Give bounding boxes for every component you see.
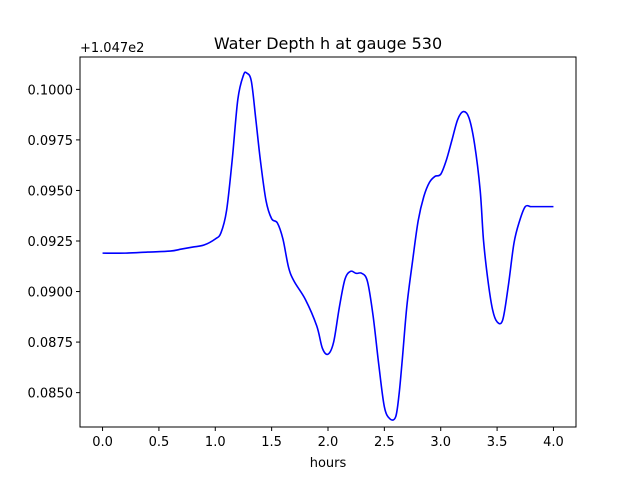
series-line xyxy=(102,71,554,421)
y-offset-label: +1.047e2 xyxy=(80,41,144,56)
y-tick-label: 0.0850 xyxy=(28,387,74,402)
plot-frame xyxy=(79,56,577,428)
x-axis-label: hours xyxy=(310,456,347,471)
x-tick-label: 0.0 xyxy=(92,435,113,450)
x-tick-label: 1.0 xyxy=(205,435,226,450)
y-tick-label: 0.0950 xyxy=(28,184,74,199)
y-tick-label: 0.1000 xyxy=(28,83,74,98)
y-tick-label: 0.0900 xyxy=(28,286,74,301)
chart-title: Water Depth h at gauge 530 xyxy=(214,34,442,53)
y-tick-label: 0.0975 xyxy=(28,134,74,149)
y-tick-label: 0.0875 xyxy=(28,336,74,351)
x-tick-label: 2.0 xyxy=(318,435,339,450)
y-tick-label: 0.0925 xyxy=(28,235,74,250)
x-tick-label: 4.0 xyxy=(543,435,564,450)
y-axis-ticks: 0.0850 0.0875 0.0900 0.0925 0.0950 0.0975 0.10… xyxy=(28,83,80,402)
x-tick-label: 3.0 xyxy=(430,435,451,450)
x-tick-label: 2.5 xyxy=(374,435,395,450)
x-axis-ticks: 0.0 0.5 1.0 1.5 2.0 2.5 3.0 3.5 4.0 xyxy=(92,427,564,450)
x-tick-label: 3.5 xyxy=(487,435,508,450)
x-tick-label: 0.5 xyxy=(149,435,170,450)
series-layer xyxy=(102,71,554,421)
x-tick-label: 1.5 xyxy=(261,435,282,450)
